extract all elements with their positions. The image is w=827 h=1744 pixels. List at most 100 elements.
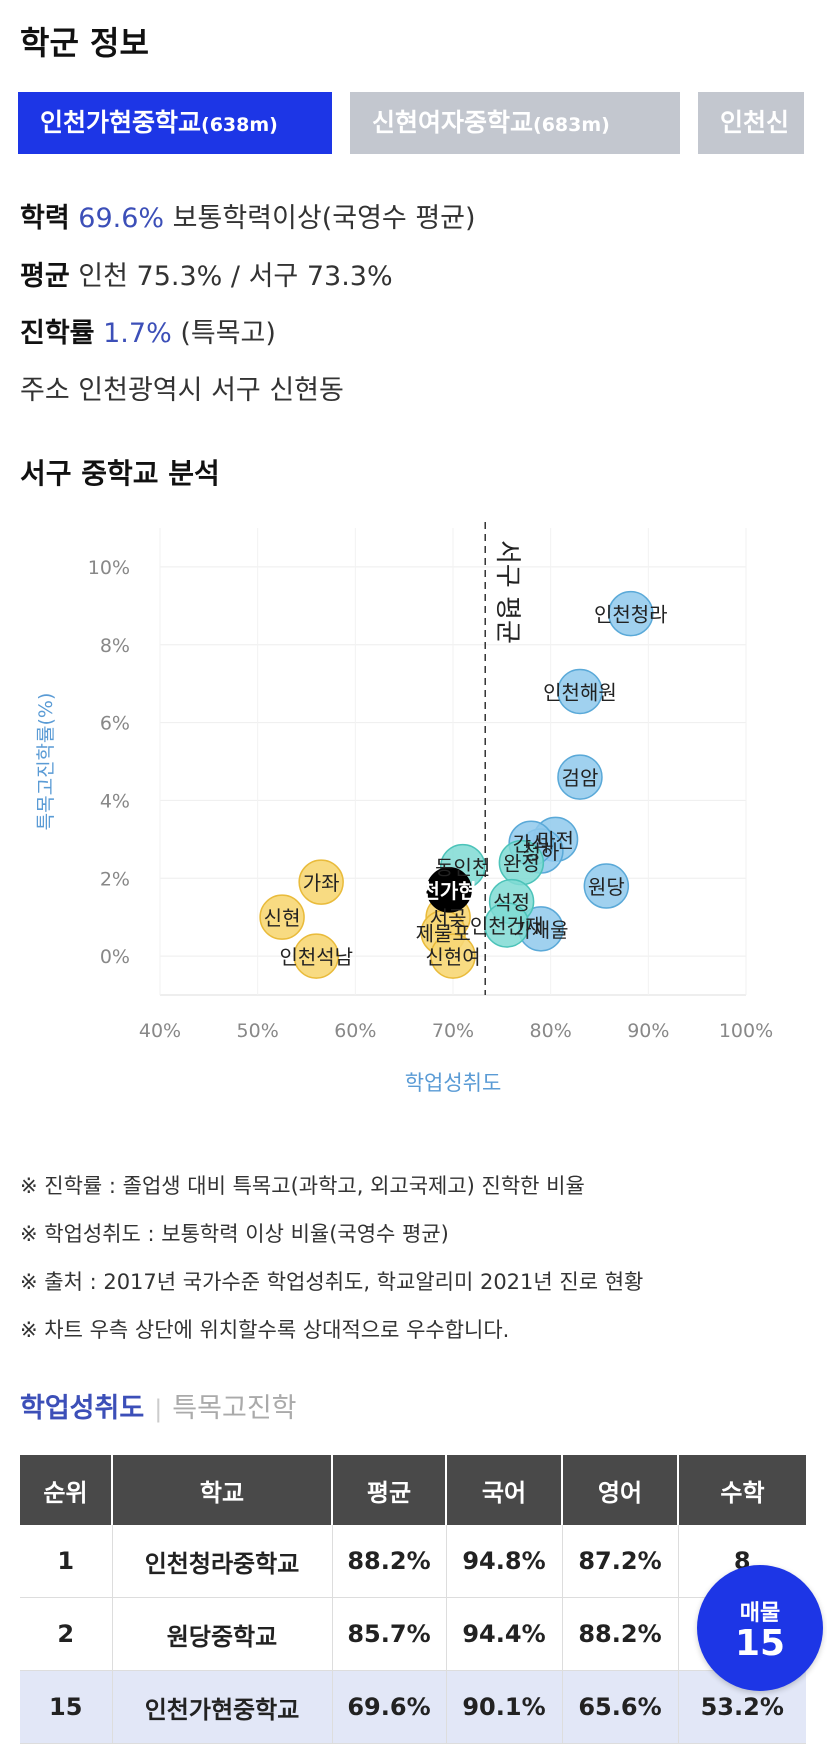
info-achievement-suffix: 보통학력이상(국영수 평균) [172, 203, 476, 234]
info-advancement: 진학률 1.7% (특목고) [20, 311, 276, 350]
x-tick-label: 90% [627, 1020, 669, 1042]
note-2: ※ 학업성취도 : 보통학력 이상 비율(국영수 평균) [20, 1222, 449, 1246]
data-point [259, 894, 305, 940]
tab-school-1[interactable]: 인천가현중학교(638m) [18, 92, 332, 154]
header-english: 영어 [562, 1455, 679, 1525]
data-point-label: 동인천 [435, 856, 490, 880]
table-row[interactable]: 1 인천청라중학교 88.2% 94.8% 87.2% 8 [20, 1525, 806, 1598]
info-average-value: 인천 75.3% / 서구 73.3% [78, 261, 393, 292]
y-axis-label: 특목고진학률(%) [35, 693, 57, 831]
data-point-label: 신현여 [425, 945, 480, 969]
data-point [483, 902, 530, 948]
header-rank: 순위 [20, 1455, 113, 1525]
data-point [608, 590, 654, 637]
data-point-label: 검암 [562, 766, 599, 790]
info-advancement-label: 진학률 [20, 318, 95, 349]
info-advancement-suffix: (특목고) [180, 318, 276, 349]
info-address: 주소 인천광역시 서구 신현동 [20, 368, 344, 407]
cell-school: 인천청라중학교 [112, 1525, 333, 1598]
data-point-label: 가좌 [303, 871, 340, 895]
school-tabs: 인천가현중학교(638m) 신현여자중학교(683m) 인천신 [18, 92, 804, 154]
y-tick-label: 2% [100, 868, 130, 890]
data-point-label: 마전 [537, 828, 574, 852]
tab-school-2-name: 신현여자중학교 [372, 108, 534, 137]
tab-school-3[interactable]: 인천신 [698, 92, 804, 154]
data-point [298, 859, 344, 905]
data-point-label: 인천석남 [279, 945, 353, 969]
data-point [426, 867, 472, 913]
tab-school-3-name: 인천신 [720, 108, 790, 137]
tab-school-2[interactable]: 신현여자중학교(683m) [350, 92, 680, 154]
data-point-label: 인천간재 [470, 914, 544, 938]
listings-fab-button[interactable]: 매물 15 [697, 1565, 823, 1691]
info-average-label: 평균 [20, 261, 70, 292]
data-point-label: 인천청라 [594, 603, 668, 627]
x-tick-label: 70% [432, 1020, 474, 1042]
data-point-label: 신현 [264, 906, 301, 930]
data-point-label: 원당 [588, 875, 625, 899]
data-point [430, 933, 476, 979]
tab-separator: | [154, 1395, 163, 1423]
y-tick-label: 0% [100, 946, 130, 968]
y-tick-label: 6% [100, 713, 130, 735]
data-point-label: 제물포 [416, 922, 471, 946]
table-row-current[interactable]: 15 인천가현중학교 69.6% 90.1% 65.6% 53.2% [20, 1670, 806, 1744]
data-point-label: 천가현 [421, 879, 476, 903]
cell-rank: 1 [20, 1525, 113, 1598]
x-axis-label: 학업성취도 [405, 1071, 502, 1095]
cell-average: 88.2% [332, 1525, 447, 1598]
header-korean: 국어 [446, 1455, 563, 1525]
cell-rank: 2 [20, 1597, 113, 1671]
info-address-label: 주소 [20, 375, 70, 406]
data-point-label: 완정 [503, 852, 540, 876]
x-tick-label: 60% [334, 1020, 376, 1042]
y-tick-label: 4% [100, 790, 130, 812]
tab-school-1-name: 인천가현중학교 [40, 108, 202, 137]
tab-advancement[interactable]: 특목고진학 [172, 1393, 297, 1424]
data-point-label: 가재울 [513, 918, 568, 942]
tab-school-2-distance: (683m) [533, 114, 610, 136]
header-math: 수학 [678, 1455, 806, 1525]
cell-english: 65.6% [562, 1670, 679, 1744]
cell-school: 원당중학교 [112, 1597, 333, 1671]
table-row[interactable]: 2 원당중학교 85.7% 94.4% 88.2% [20, 1597, 806, 1671]
fab-count: 15 [734, 1623, 786, 1664]
data-point-label: 인천해원 [543, 680, 617, 704]
scatter-chart: 0% 2% 4% 6% 8% 10% 40% 50% 60% 70% 80% 90% 100% 학업성취도… [35, 522, 773, 1095]
data-point-label: 간석 [513, 832, 550, 856]
cell-korean: 90.1% [446, 1670, 563, 1744]
cell-korean: 94.8% [446, 1525, 563, 1598]
ranking-tabs: 학업성취도 | 특목고진학 [20, 1386, 297, 1425]
cell-average: 69.6% [332, 1670, 447, 1744]
cell-korean: 94.4% [446, 1597, 563, 1671]
data-point [557, 754, 603, 800]
cell-average: 85.7% [332, 1597, 447, 1671]
x-tick-label: 50% [237, 1020, 279, 1042]
note-1: ※ 진학률 : 졸업생 대비 특목고(과학고, 외고국제고) 진학한 비율 [20, 1174, 585, 1198]
page-title: 학군 정보 [20, 24, 149, 62]
info-average: 평균 인천 75.3% / 서구 73.3% [20, 254, 393, 293]
note-3: ※ 출처 : 2017년 국가수준 학업성취도, 학교알리미 2021년 진로 … [20, 1270, 644, 1294]
table-header-row: 순위 학교 평균 국어 영어 수학 [20, 1455, 806, 1525]
data-point [557, 668, 603, 715]
info-address-value: 인천광역시 서구 신현동 [78, 375, 344, 406]
cell-rank: 15 [20, 1670, 113, 1744]
x-tick-label: 80% [530, 1020, 572, 1042]
chart-title: 서구 중학교 분석 [20, 457, 220, 490]
tab-school-1-distance: (638m) [201, 114, 278, 136]
x-tick-label: 40% [139, 1020, 181, 1042]
x-tick-label: 100% [719, 1020, 773, 1042]
fab-label: 매물 [739, 1601, 781, 1626]
info-achievement: 학력 69.6% 보통학력이상(국영수 평균) [20, 196, 476, 235]
cell-school: 인천가현중학교 [112, 1670, 333, 1744]
reference-line-label: 서구 평균 [492, 540, 522, 644]
cell-english: 87.2% [562, 1525, 679, 1598]
y-tick-label: 8% [100, 635, 130, 657]
data-point [583, 863, 630, 909]
header-school: 학교 [112, 1455, 333, 1525]
data-point [293, 933, 340, 979]
ranking-table: 순위 학교 평균 국어 영어 수학 1 인천청라중학교 88.2% 94.8% … [20, 1455, 806, 1744]
info-advancement-value: 1.7% [103, 318, 172, 349]
tab-achievement[interactable]: 학업성취도 [20, 1393, 145, 1424]
data-point-label: 석정 [493, 891, 530, 915]
